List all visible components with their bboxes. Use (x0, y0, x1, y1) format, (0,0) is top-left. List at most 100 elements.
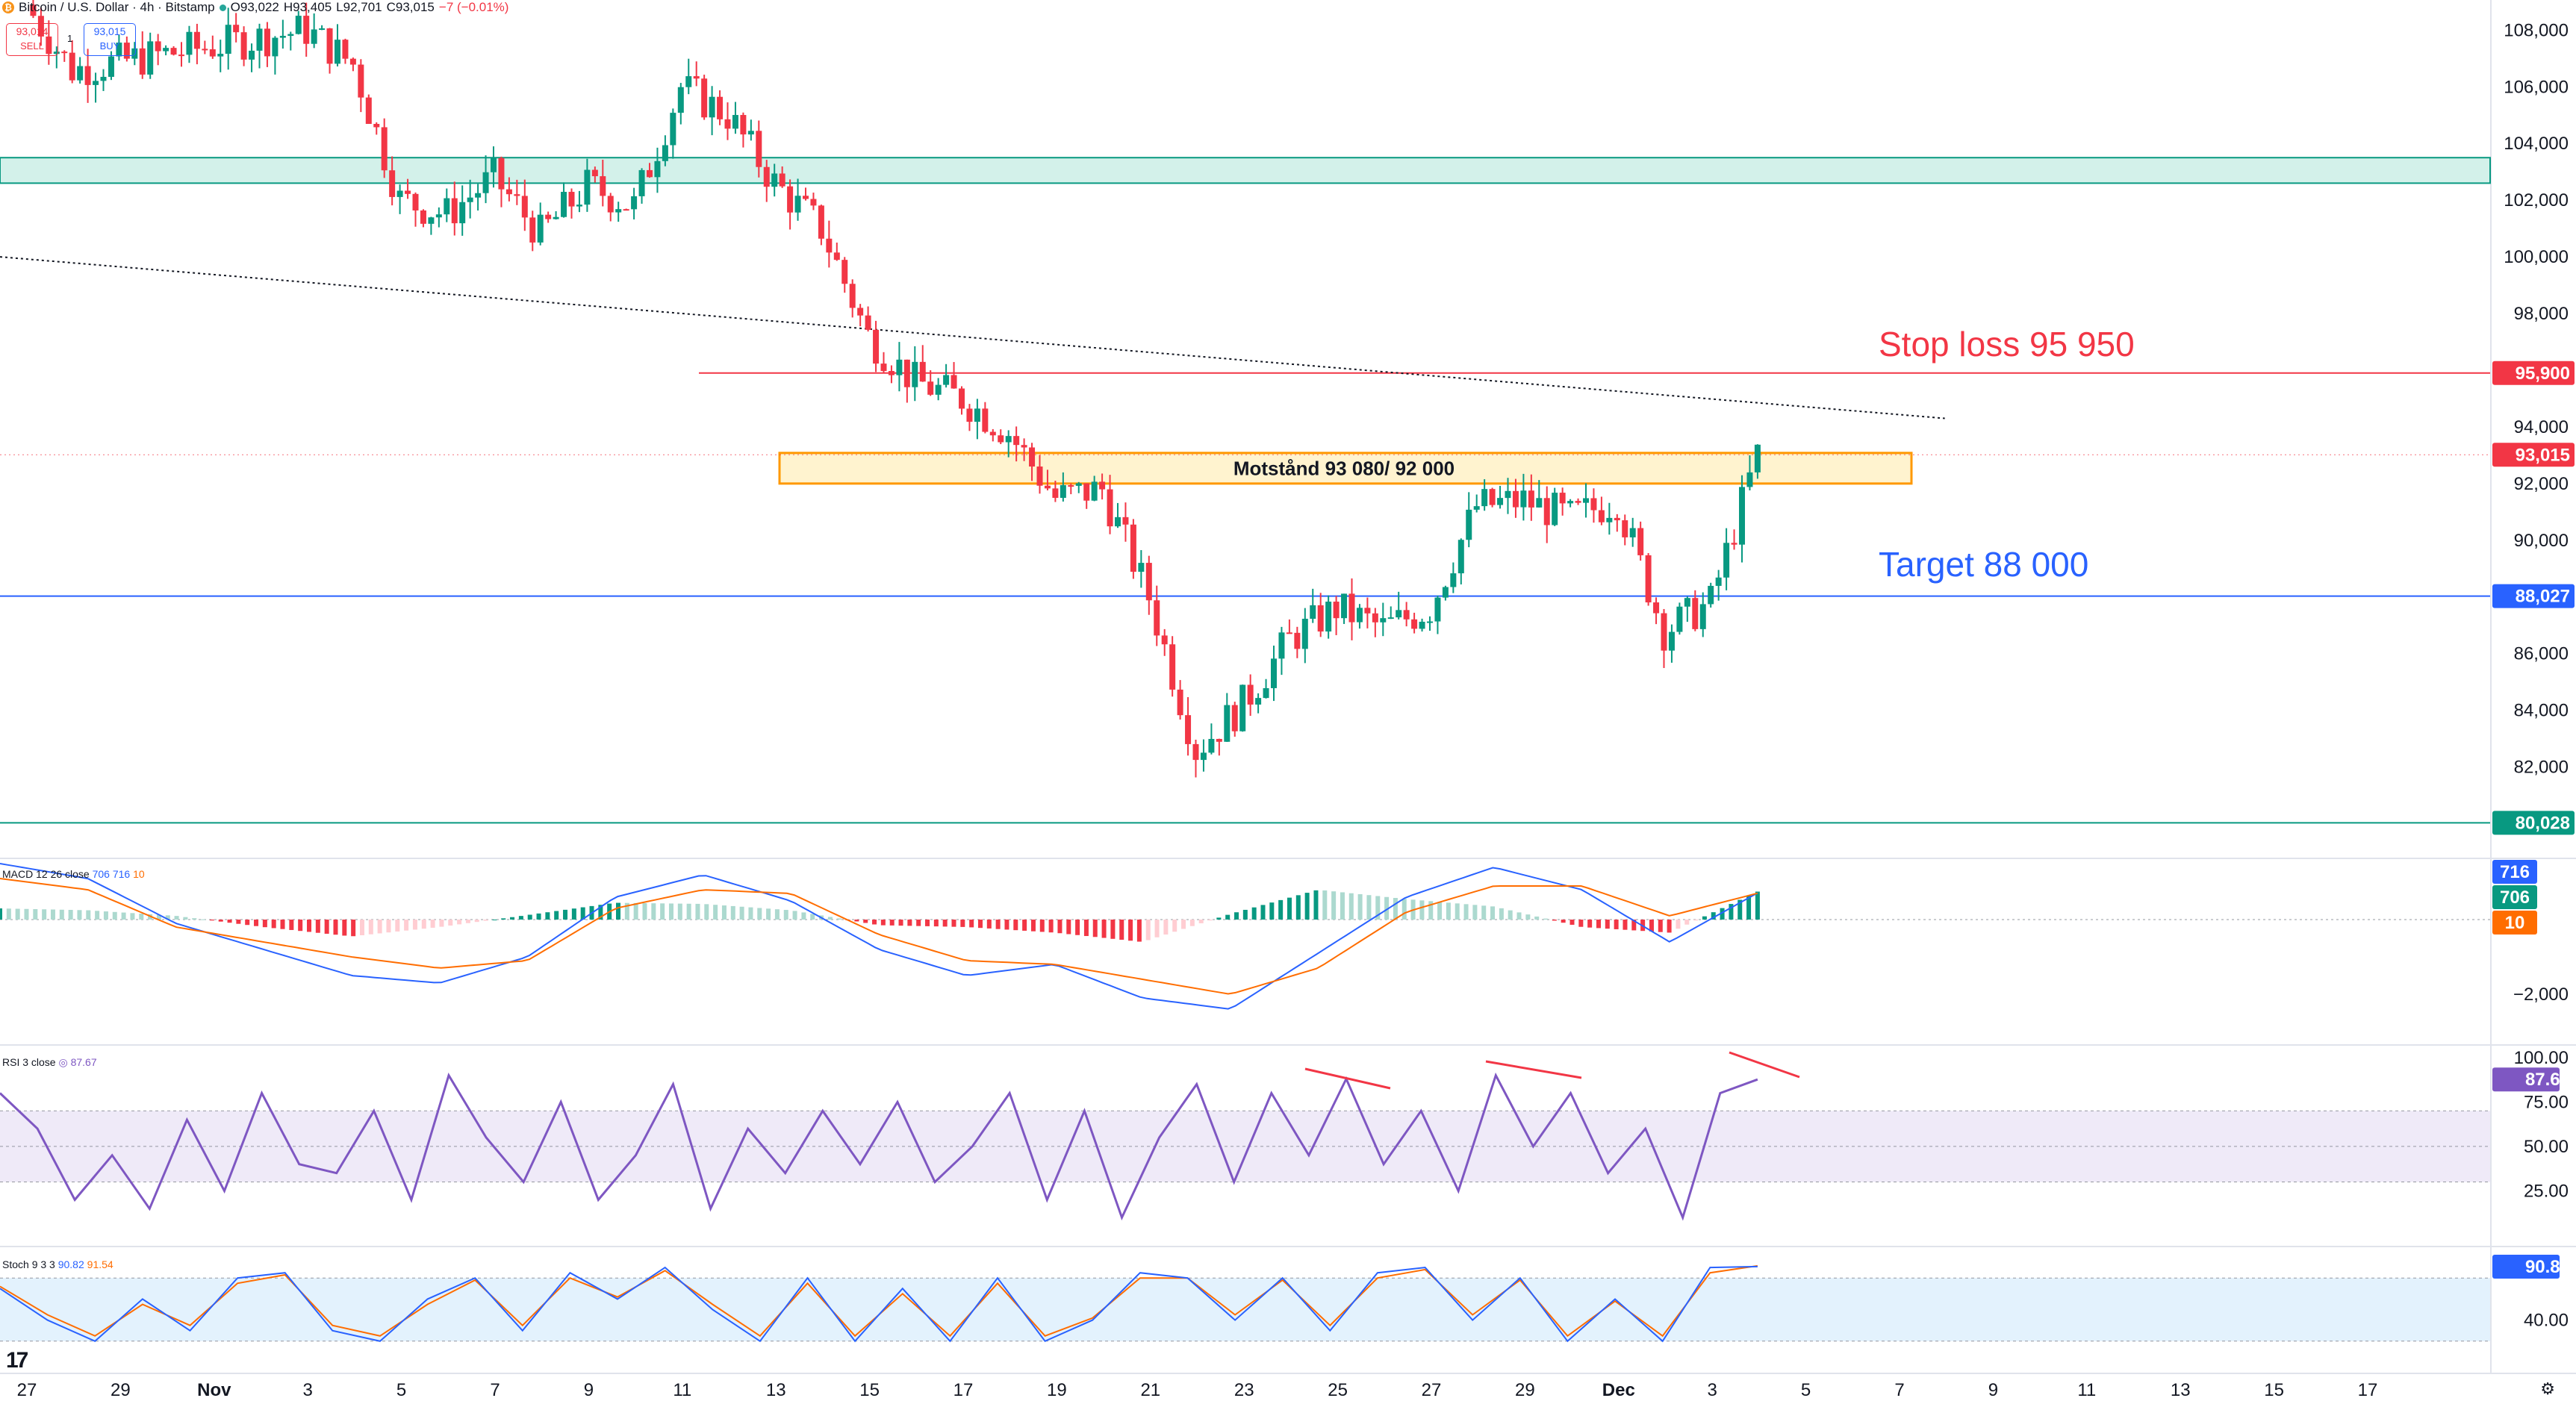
candle-171 (1364, 597, 1371, 628)
macd-hist-bar-143 (1260, 905, 1266, 920)
candle-body (1200, 752, 1207, 761)
candle-29 (256, 23, 263, 69)
candle-body (561, 192, 567, 217)
candle-208 (1653, 597, 1660, 625)
candle-185 (1473, 494, 1480, 513)
macd-hist-bar-184 (1623, 920, 1628, 930)
candle-46 (389, 156, 396, 206)
macd-hist-bar-90 (792, 911, 797, 920)
macd-hist-bar-4 (33, 909, 38, 920)
candle-body (505, 189, 512, 195)
candle-162 (1294, 626, 1301, 658)
macd-hist-bar-64 (563, 909, 568, 920)
candle-body (1169, 644, 1176, 690)
stoch-legend[interactable]: Stoch 9 3 3 90.82 91.54 (2, 1258, 113, 1270)
candle-132 (1060, 472, 1066, 502)
macd-hist-bar-53 (465, 920, 470, 923)
candle-182 (1450, 562, 1457, 593)
candle-body (701, 78, 708, 118)
tradingview-logo-icon[interactable]: 17 (6, 1348, 28, 1373)
sell-button[interactable]: 93,014 SELL (6, 23, 58, 56)
macd-hist-bar-159 (1401, 899, 1407, 920)
candle-207 (1645, 553, 1652, 606)
macd-hist-bar-32 (280, 920, 285, 929)
candle-body (1684, 598, 1690, 607)
candle-body (638, 169, 645, 196)
candle-101 (818, 205, 824, 246)
candle-body (943, 375, 950, 385)
candle-203 (1614, 514, 1620, 532)
candle-99 (803, 187, 809, 201)
candle-body (1052, 488, 1059, 499)
macd-hist-bar-20 (174, 916, 179, 920)
candle-57 (475, 184, 482, 211)
rsi-legend[interactable]: RSI 3 close ◎ 87.67 (2, 1056, 97, 1069)
candle-85 (693, 61, 700, 87)
candle-body (568, 192, 575, 207)
target-label[interactable]: Target 88 000 (1879, 545, 2089, 584)
macd-hist-bar-170 (1499, 908, 1504, 920)
candle-196 (1559, 487, 1566, 516)
candle-body (1661, 613, 1667, 651)
macd-legend[interactable]: MACD 12 26 close 706 716 10 (2, 868, 145, 880)
macd-hist-bar-180 (1587, 920, 1593, 928)
candle-35 (303, 2, 310, 57)
candle-122 (982, 402, 989, 434)
candle-102 (826, 220, 833, 268)
rsi-eye-icon[interactable]: ◎ (58, 1056, 68, 1068)
candle-body (147, 41, 154, 75)
candle-body (857, 308, 864, 316)
macd-hist-bar-183 (1614, 920, 1619, 929)
candle-89 (724, 102, 731, 140)
macd-hist-bar-117 (1030, 920, 1036, 932)
candle-135 (1083, 483, 1090, 509)
macd-hist-bar-38 (333, 920, 338, 935)
candle-206 (1637, 521, 1644, 561)
buy-button[interactable]: 93,015 BUY (84, 23, 136, 56)
candle-121 (974, 399, 980, 440)
candle-62 (514, 179, 520, 205)
candle-80 (654, 147, 661, 193)
candle-body (1559, 493, 1566, 504)
candle-65 (537, 202, 544, 246)
stoch-axis-tick: 40.00 (2524, 1311, 2569, 1331)
stop-loss-label[interactable]: Stop loss 95 950 (1879, 325, 2135, 364)
candle-160 (1278, 626, 1285, 676)
price-axis-tick-13: 82,000 (2514, 757, 2569, 777)
macd-tag-label-0: 716 (2500, 862, 2530, 882)
candle-body (178, 54, 184, 57)
candle-body (982, 408, 989, 432)
candle-17 (163, 45, 169, 56)
candle-76 (623, 208, 629, 211)
price-axis-tick-0: 108,000 (2504, 20, 2569, 40)
time-axis-tick-25: 17 (2358, 1380, 2378, 1400)
candle-92 (747, 119, 754, 141)
symbol-title[interactable]: Bitcoin / U.S. Dollar · 4h · Bitstamp (19, 0, 215, 14)
macd-hist-bar-150 (1322, 890, 1328, 920)
macd-hist-bar-35 (307, 920, 312, 932)
candle-body (287, 34, 294, 37)
candle-body (951, 375, 957, 389)
settings-gear-icon[interactable]: ⚙ (2540, 1379, 2555, 1398)
candle-136 (1091, 475, 1098, 502)
candle-body (451, 198, 458, 224)
candle-body (1457, 540, 1464, 574)
macd-hist-bar-70 (616, 902, 621, 920)
candle-body (1216, 738, 1222, 742)
candle-body (1396, 610, 1402, 618)
stoch-value-tag-label: 90.82 (2525, 1257, 2570, 1277)
candle-28 (249, 43, 255, 72)
candle-body (444, 198, 450, 215)
price-axis-tick-4: 100,000 (2504, 247, 2569, 267)
candle-77 (631, 187, 638, 219)
time-axis-tick-14: 25 (1328, 1380, 1348, 1400)
rsi-divergence-0 (1304, 1067, 1391, 1090)
candle-145 (1161, 628, 1168, 656)
macd-hist-bar-46 (404, 920, 409, 931)
candle-body (717, 96, 724, 119)
macd-hist-bar-87 (766, 908, 771, 920)
candle-25 (225, 7, 231, 70)
